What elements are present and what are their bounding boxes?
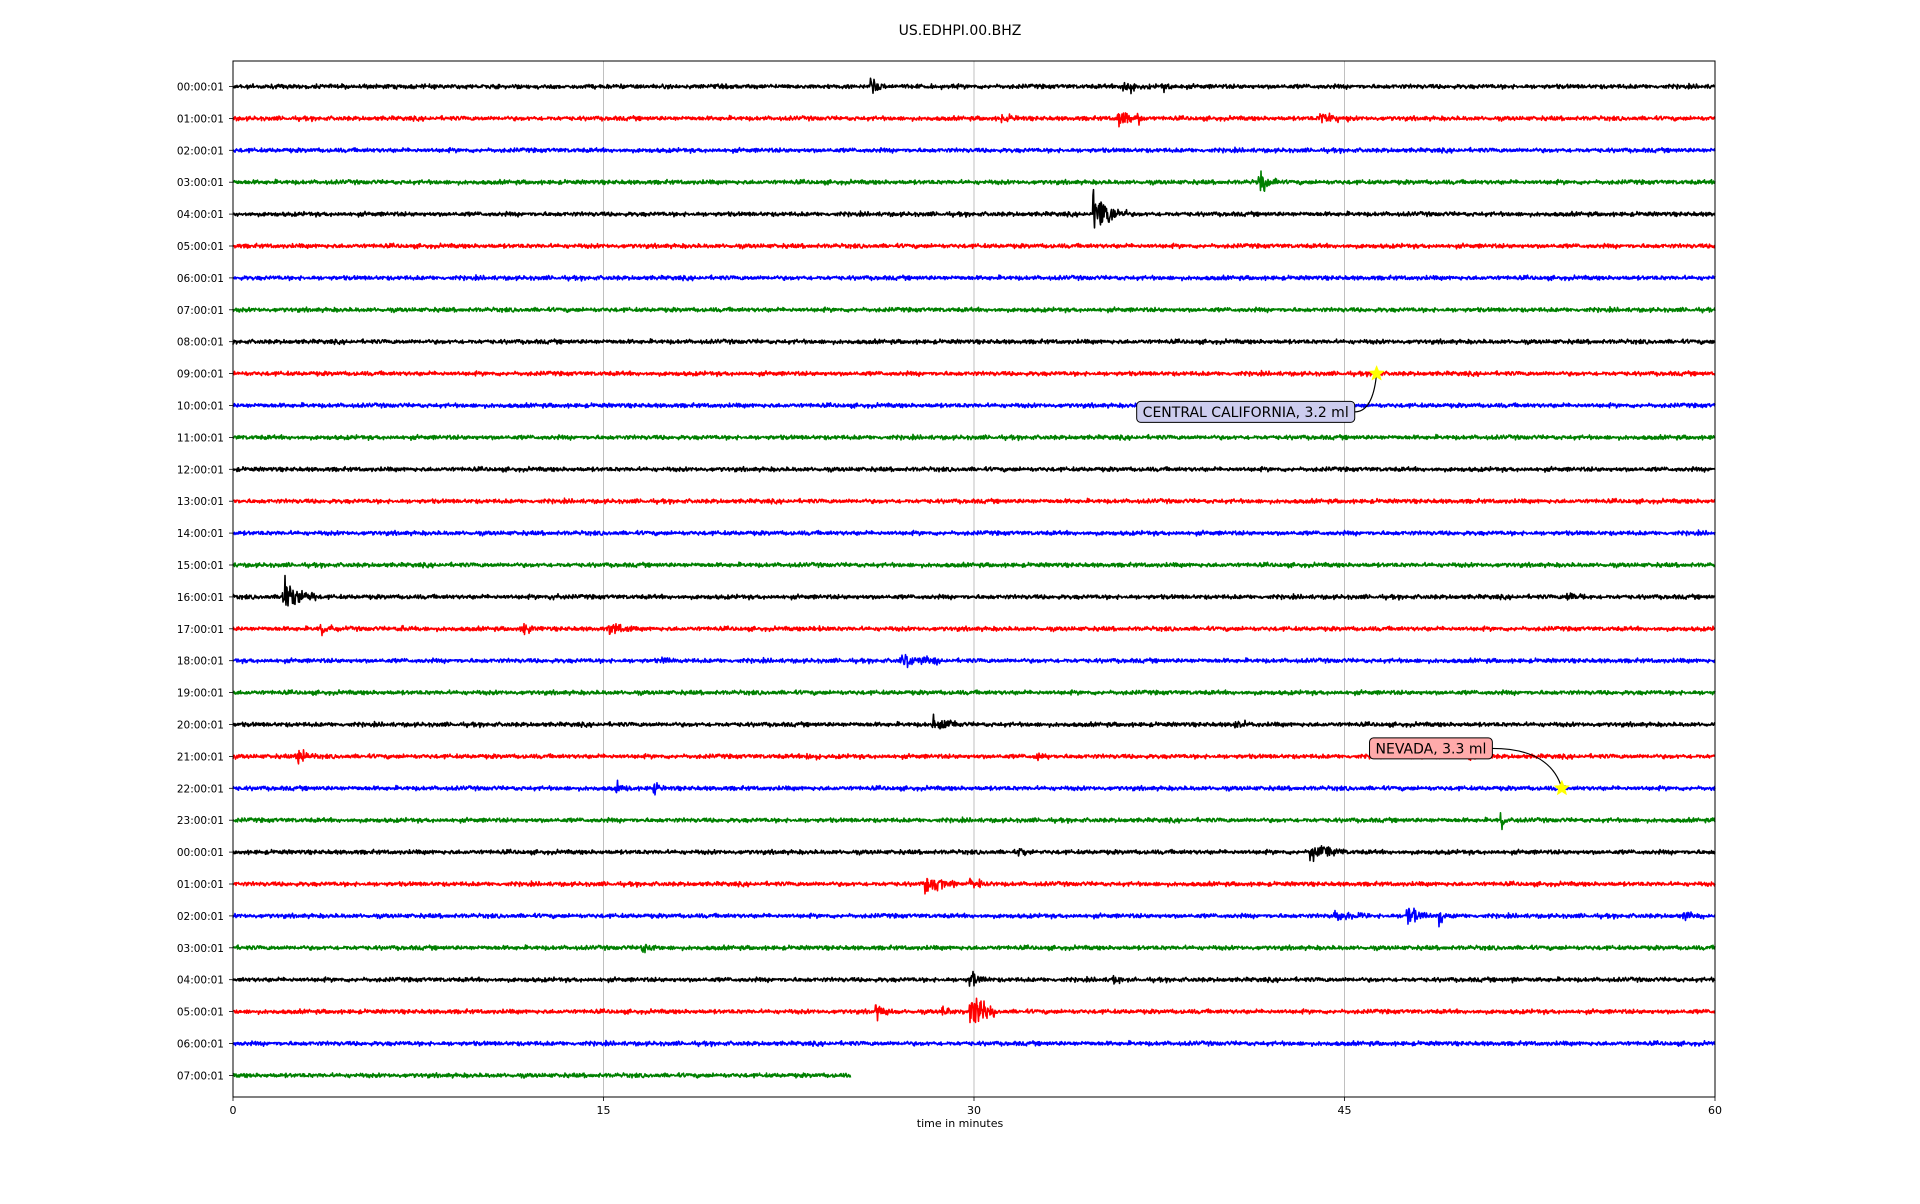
y-tick-label: 18:00:01 [177,656,224,668]
trace-line [232,622,1716,637]
y-tick-label: 01:00:01 [177,879,224,891]
grid-lines [603,61,1345,1097]
trace-line [232,188,1716,229]
trace-line [232,689,1716,697]
y-tick-label: 03:00:01 [177,943,224,955]
y-tick-label: 21:00:01 [177,751,224,763]
trace-line [232,77,1716,95]
annotation-box [1136,400,1356,423]
annotation-connector [1354,373,1378,413]
x-tick-label: 30 [967,1104,981,1117]
y-tick-label: 00:00:01 [177,82,224,94]
y-tick-label: 05:00:01 [177,1007,224,1019]
x-tick-labels: 0 15 30 45 60 [230,1097,1722,1117]
y-tick-label: 06:00:01 [177,1039,224,1051]
y-tick-label: 00:00:01 [177,847,224,859]
annotation-box [1369,737,1493,760]
trace-line [232,907,1716,928]
trace-line [232,943,1716,954]
y-tick-label: 13:00:01 [177,496,224,508]
trace-line [232,465,1716,473]
x-axis-label: time in minutes [917,1117,1004,1130]
y-tick-label: 02:00:01 [177,145,224,157]
y-tick-label: 02:00:01 [177,911,224,923]
trace-line [232,401,1716,409]
y-tick-label: 23:00:01 [177,815,224,827]
y-tick-label: 14:00:01 [177,528,224,540]
trace-line [232,713,1716,730]
x-tick-label: 45 [1338,1104,1352,1117]
annotation-label: CENTRAL CALIFORNIA, 3.2 ml [1143,405,1349,421]
y-tick-label: 08:00:01 [177,337,224,349]
trace-line [232,574,1716,607]
x-tick-label: 15 [597,1104,611,1117]
y-tick-label: 05:00:01 [177,241,224,253]
trace-line [232,970,1716,987]
y-tick-label: 01:00:01 [177,113,224,125]
y-tick-label: 07:00:01 [177,1070,224,1082]
y-tick-label: 17:00:01 [177,624,224,636]
trace-line [232,497,1716,505]
trace-line [232,561,1716,569]
annotations: CENTRAL CALIFORNIA, 3.2 ml NEVADA, 3.3 ml [1136,364,1571,796]
y-tick-labels: 00:00:01 01:00:01 02:00:01 03:00:01 04:00:01… [177,82,233,1082]
trace-line [232,306,1716,314]
trace-line [232,433,1716,442]
x-tick-label: 0 [230,1104,237,1117]
trace-line [232,170,1716,192]
trace-line [232,877,1716,895]
y-tick-label: 11:00:01 [177,432,224,444]
trace-line [232,653,1716,669]
event-star-marker [1553,779,1571,796]
y-tick-label: 19:00:01 [177,688,224,700]
trace-line [232,812,1716,831]
chart-title: US.EDHPI.00.BHZ [899,23,1022,39]
y-tick-label: 04:00:01 [177,975,224,987]
y-tick-label: 07:00:01 [177,305,224,317]
y-tick-label: 09:00:01 [177,369,224,381]
trace-line [232,274,1716,282]
trace-line [232,997,1716,1024]
y-tick-label: 22:00:01 [177,783,224,795]
y-tick-label: 06:00:01 [177,273,224,285]
y-tick-label: 20:00:01 [177,720,224,732]
y-tick-label: 10:00:01 [177,401,224,413]
trace-line [232,1039,1716,1048]
trace-line [232,845,1716,863]
x-tick-label: 60 [1708,1104,1722,1117]
event-star-marker [1368,364,1385,381]
y-tick-label: 16:00:01 [177,592,224,604]
trace-line [232,242,1716,250]
trace-line [232,779,1716,796]
trace-line [232,338,1716,346]
annotation-connector [1492,747,1563,789]
trace-line [232,369,1716,378]
annotation-label: NEVADA, 3.3 ml [1376,741,1487,757]
trace-line [232,1072,852,1079]
trace-line [232,529,1716,537]
traces [232,77,1716,1079]
y-tick-label: 15:00:01 [177,560,224,572]
trace-line [232,112,1716,128]
trace-line [232,146,1716,155]
y-tick-label: 04:00:01 [177,209,224,221]
y-tick-label: 03:00:01 [177,177,224,189]
y-tick-label: 12:00:01 [177,464,224,476]
